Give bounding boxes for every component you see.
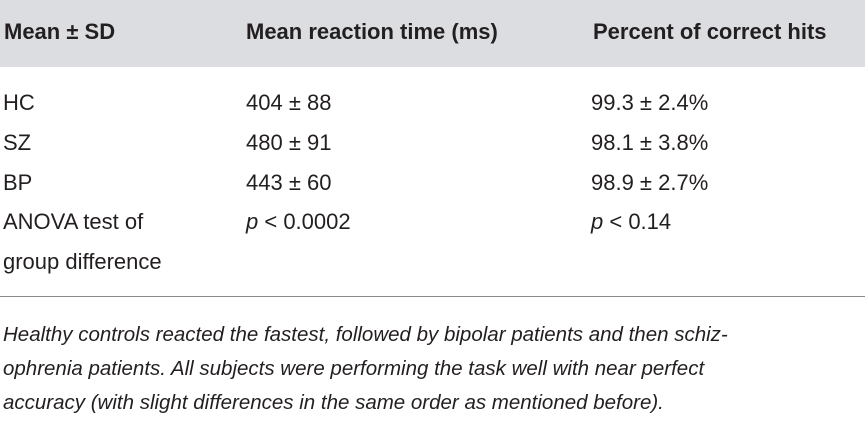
row-label-bp: BP xyxy=(3,170,33,195)
row-label-sz: SZ xyxy=(3,130,32,155)
table-bottom-rule xyxy=(0,296,865,297)
header-mean-sd: Mean ± SD xyxy=(4,19,116,44)
row-label-anova-line1: ANOVA test of xyxy=(3,209,144,234)
caption-line: Healthy controls reacted the fastest, fo… xyxy=(3,323,728,346)
p-symbol: p xyxy=(246,209,259,234)
p-symbol: p xyxy=(591,209,604,234)
reaction-time-sz: 480 ± 91 xyxy=(246,130,332,155)
header-reaction-time: Mean reaction time (ms) xyxy=(246,19,498,44)
reaction-time-anova: p < 0.0002 xyxy=(246,208,351,236)
reaction-time-bp: 443 ± 60 xyxy=(246,170,332,195)
row-label-anova-line2: group difference xyxy=(3,249,162,274)
correct-hits-hc: 99.3 ± 2.4% xyxy=(591,90,709,115)
p-value-text: < 0.0002 xyxy=(258,209,351,234)
correct-hits-anova: p < 0.14 xyxy=(591,208,671,236)
table-header xyxy=(0,0,865,67)
correct-hits-bp: 98.9 ± 2.7% xyxy=(591,170,709,195)
p-value-text: < 0.14 xyxy=(603,209,672,234)
row-label-hc: HC xyxy=(3,90,35,115)
caption-line: accuracy (with slight differences in the… xyxy=(3,391,664,414)
reaction-time-hc: 404 ± 88 xyxy=(246,90,332,115)
header-correct-hits: Percent of correct hits xyxy=(593,19,827,44)
correct-hits-sz: 98.1 ± 3.8% xyxy=(591,130,709,155)
caption-line: ophrenia patients. All subjects were per… xyxy=(3,357,705,380)
table-caption: Healthy controls reacted the fastest, fo… xyxy=(3,318,858,420)
